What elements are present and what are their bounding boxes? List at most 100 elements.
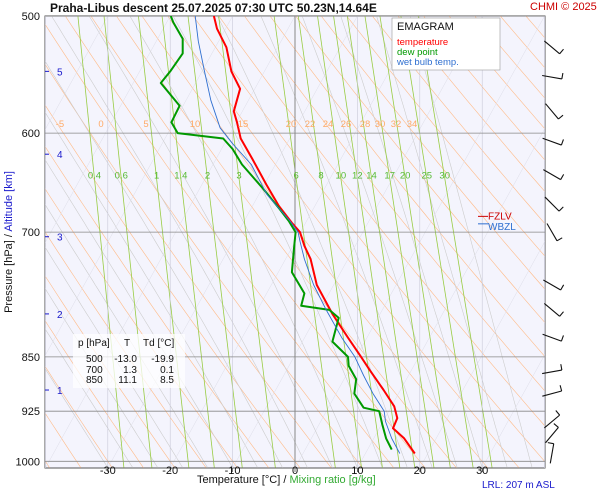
wind-barb-feather	[560, 284, 565, 291]
credit-link[interactable]: CHMI © 2025	[530, 1, 597, 13]
dry-adiabat-label: 5	[143, 119, 148, 130]
mixing-ratio-line	[297, 16, 362, 468]
wind-barb-feather	[560, 335, 564, 342]
mixing-ratio-line	[317, 16, 383, 468]
y-tick-label: 600	[22, 128, 40, 140]
table-row-850-t: 11.1	[118, 375, 137, 386]
moist-adiabat-line	[45, 246, 183, 468]
mixing-ratio-line	[161, 16, 215, 468]
dry-adiabat-label: 22	[305, 119, 316, 130]
y-axis-title-sep: /	[3, 232, 15, 241]
mixing-ratio-line	[400, 16, 474, 468]
legend-title: EMAGRAM	[397, 21, 454, 33]
mixing-ratio-line	[77, 16, 125, 468]
mixing-ratio-label: 20	[400, 171, 411, 182]
dry-adiabat-line	[320, 16, 545, 290]
legend-box	[391, 17, 501, 71]
dry-adiabat-label: 32	[391, 119, 402, 130]
wind-barb	[542, 390, 562, 397]
x-axis-title-temp: Temperature [°C]	[197, 474, 280, 486]
series-group	[159, 16, 416, 455]
dry-adiabat-line	[269, 16, 545, 358]
x-tick-label: -10	[225, 465, 241, 477]
mixing-ratio-label: 2	[205, 171, 210, 182]
mixing-ratio-line	[364, 16, 435, 468]
lrl-label: LRL: 207 m ASL	[482, 480, 555, 491]
y-tick-label: 925	[22, 406, 40, 418]
series-line-wet-bulb	[194, 16, 401, 454]
wind-barb	[543, 169, 561, 181]
mixing-ratio-line	[103, 16, 153, 468]
wind-barb	[544, 196, 560, 212]
x-tick-label: 20	[414, 465, 426, 477]
x-tick-label: 30	[476, 465, 488, 477]
wind-barb	[542, 333, 562, 342]
y-tick-label: 500	[22, 11, 40, 23]
mixing-ratio-label: 14	[366, 171, 377, 182]
x-tick-label: -30	[100, 465, 116, 477]
dry-adiabat-label: 0	[98, 119, 103, 130]
moist-adiabat-line	[45, 367, 109, 468]
x-axis-title-mixing: Mixing ratio [g/kg]	[289, 474, 375, 486]
wind-barb	[543, 414, 561, 429]
wind-barb-feather	[560, 174, 565, 180]
y-tick-label: 850	[22, 352, 40, 364]
dry-adiabat-label: 30	[375, 119, 386, 130]
x-axis-title: Temperature [°C] / Mixing ratio [g/kg]	[197, 474, 376, 486]
mixing-ratio-label: 8	[318, 171, 323, 182]
dry-adiabat-label: 34	[407, 119, 418, 130]
wind-barb-feather	[553, 423, 559, 428]
wind-barb	[546, 223, 558, 242]
x-tick-label: 10	[351, 465, 363, 477]
wind-barb	[542, 74, 562, 80]
wind-barb-feather	[559, 311, 564, 317]
dry-adiabat-line	[448, 16, 545, 130]
wind-barb-feather	[558, 114, 564, 120]
mixing-ratio-label: 0.6	[115, 171, 128, 182]
wind-barb	[542, 369, 562, 375]
legend-dew-point: dew point	[397, 47, 438, 58]
mixing-ratio-label: 30	[439, 171, 450, 182]
mixing-ratio-label: 25	[421, 171, 432, 182]
wind-barb-feather	[559, 385, 563, 392]
wind-barb	[542, 137, 562, 146]
isotherm-line	[481, 353, 545, 468]
mixing-ratio-line	[379, 16, 451, 468]
wind-barb	[543, 303, 561, 317]
altitude-tick-label: 4	[57, 150, 63, 161]
chart-text: -30 -20 -10 0 10 20 30 500 600 700 850 925 1000 12 34 5…	[16, 11, 489, 477]
mixing-ratio-label: 17	[384, 171, 395, 182]
mixing-ratio-label: 12	[352, 171, 363, 182]
table-row-500-t: -13.0	[114, 354, 137, 365]
mixing-ratio-line	[273, 16, 336, 468]
table-row-700-td: 0.1	[160, 365, 174, 376]
dry-adiabat-line	[372, 16, 545, 225]
mixing-ratio-line	[218, 16, 276, 468]
wind-barb	[545, 427, 559, 444]
dry-adiabat-label: 20	[286, 119, 297, 130]
y-tick-label: 1000	[16, 456, 40, 468]
table-row-500-td: -19.9	[151, 354, 174, 365]
x-axis-title-sep: /	[280, 474, 289, 486]
table-header-t: T	[124, 338, 130, 349]
x-tick-label: -20	[162, 465, 178, 477]
y-tick-label: 700	[22, 227, 40, 239]
altitude-tick-label: 2	[57, 310, 63, 321]
fzlv-label: FZLV	[488, 211, 512, 222]
dry-adiabat-label: 10	[190, 119, 201, 130]
dry-adiabat-line	[577, 16, 600, 468]
y-axis-title-altitude: Altitude [km]	[3, 171, 15, 232]
wind-barb-feather	[561, 72, 564, 80]
legend-wet-bulb: wet bulb temp.	[396, 57, 459, 68]
mixing-ratio-line	[417, 16, 493, 468]
table-header-td: Td [°C]	[143, 338, 174, 349]
dry-adiabat-label: -5	[56, 119, 64, 130]
table-row-850-td: 8.5	[160, 375, 174, 386]
wbzl-label: WBZL	[488, 222, 516, 233]
mixing-ratio-label: 0.4	[88, 171, 101, 182]
dry-adiabat-line	[244, 16, 545, 392]
dry-adiabat-label: 26	[341, 119, 352, 130]
table-row-850-p: 850	[86, 375, 103, 386]
series-line-dew-point	[159, 16, 393, 451]
